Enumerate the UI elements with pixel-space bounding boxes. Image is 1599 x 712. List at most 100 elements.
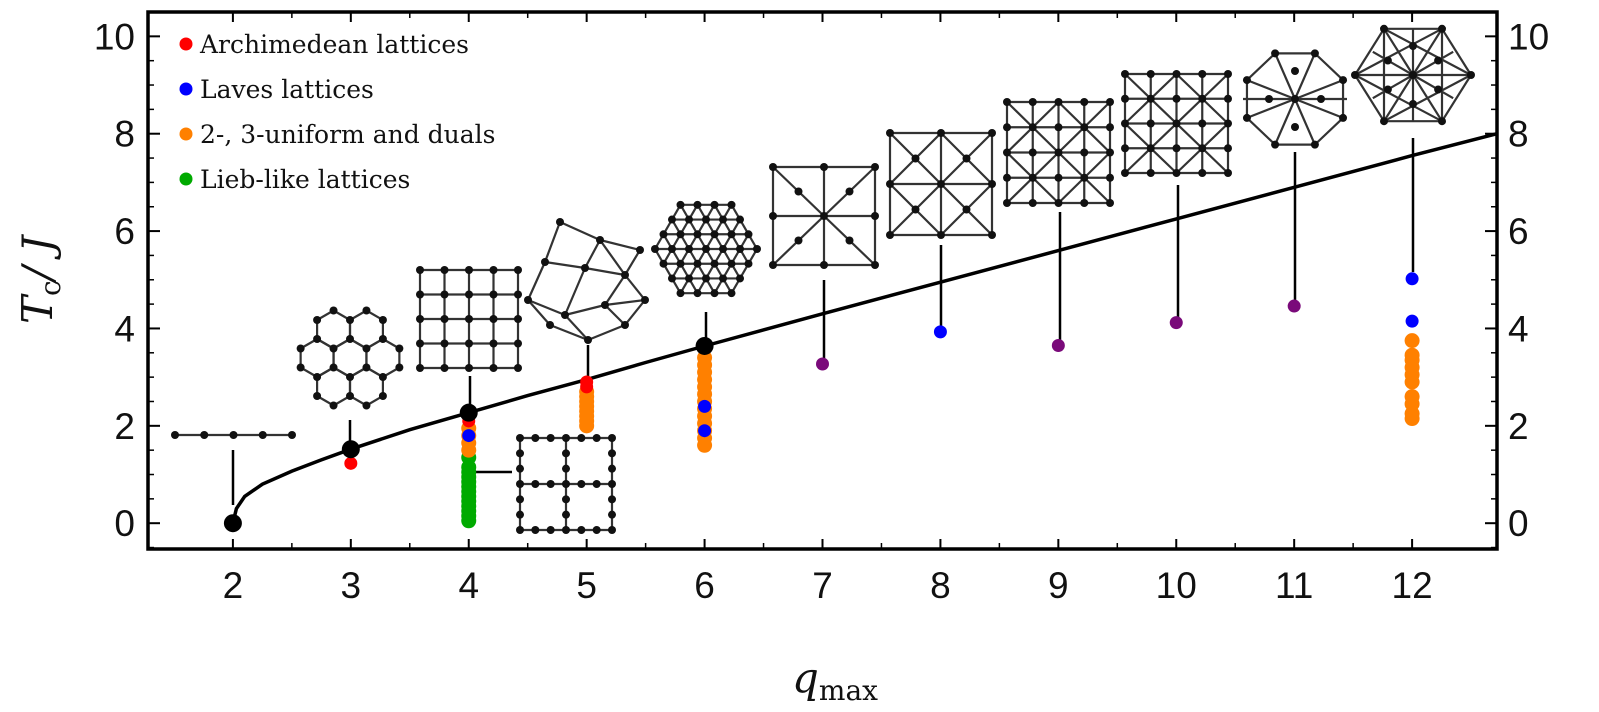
lattice-bond: [604, 274, 626, 306]
lattice-site: [1080, 148, 1089, 157]
fit-curve: [231, 132, 1498, 524]
y-tick-label-right: 6: [1508, 211, 1529, 252]
lattice-site: [378, 392, 387, 400]
lattice-site: [546, 321, 554, 329]
lattice-site: [313, 392, 322, 400]
inset-cairo: [524, 218, 649, 344]
lattice-site: [962, 205, 971, 214]
lattice-site: [1172, 169, 1181, 177]
lattice-site: [676, 200, 685, 209]
lattice-site: [288, 431, 296, 439]
lattice-site: [1106, 199, 1114, 207]
lattice-site: [769, 163, 777, 171]
inset-q12: [1351, 24, 1475, 126]
lattice-site: [577, 480, 586, 488]
lattice-site: [702, 215, 710, 224]
lattice-site: [769, 212, 777, 220]
lattice-site: [1383, 56, 1392, 65]
x-tick-label: 4: [458, 565, 479, 606]
lattice-site: [608, 495, 616, 504]
lattice-bond: [1412, 74, 1443, 122]
lattice-site: [229, 431, 238, 439]
lattice-site: [584, 336, 592, 344]
lattice-bond: [1354, 28, 1385, 76]
lattice-site: [608, 434, 616, 442]
lattice-site: [1224, 169, 1232, 177]
y-tick-label: 10: [94, 16, 135, 57]
x-tick-label: 10: [1156, 565, 1197, 606]
lattice-site: [514, 364, 522, 372]
lattice-site: [514, 339, 522, 348]
lattice-site: [1291, 123, 1299, 131]
y-tick-label-right: 8: [1508, 114, 1529, 155]
lattice-site: [1028, 148, 1037, 157]
lattice-bond: [526, 261, 547, 301]
lattice-site: [562, 495, 570, 504]
lattice-site: [601, 301, 609, 309]
lattice-site: [736, 245, 744, 253]
lattice-site: [676, 230, 685, 239]
lattice-site: [621, 321, 629, 329]
lattice-site: [416, 315, 424, 323]
lattice-bond: [1441, 28, 1472, 76]
lattice-site: [1106, 123, 1114, 132]
lattice-site: [1271, 49, 1280, 58]
lattice-site: [668, 274, 676, 283]
lattice-site: [1310, 140, 1319, 149]
lattice-site: [1028, 98, 1037, 106]
lattice-site: [296, 344, 305, 353]
lattice-site: [514, 290, 522, 299]
lattice-bond: [1293, 52, 1316, 100]
lattice-site: [1339, 76, 1348, 85]
lattice-site: [1198, 70, 1207, 78]
y-tick-label: 4: [114, 308, 135, 349]
y-tick-label: 8: [114, 114, 135, 155]
lattice-site: [1409, 100, 1417, 108]
lattice-site: [871, 163, 879, 171]
x-tick-label: 2: [223, 565, 244, 606]
lattice-site: [1438, 117, 1446, 126]
data-point-archimedean-lattices: [344, 456, 358, 470]
lattice-site: [440, 364, 449, 372]
data-point-laves-lattices: [1405, 314, 1419, 328]
lattice-site: [794, 187, 803, 196]
data-point-other: [1287, 299, 1301, 313]
lattice-site: [1054, 199, 1063, 207]
lattice-site: [1172, 144, 1181, 153]
lattice-site: [465, 339, 473, 348]
lattice-bond: [1246, 97, 1296, 119]
lattice-bond: [1412, 28, 1443, 76]
lattice-site: [1003, 148, 1011, 157]
lattice-site: [489, 266, 498, 274]
lattice-site: [988, 231, 996, 239]
x-tick-label: 11: [1275, 565, 1313, 606]
lattice-site: [561, 311, 569, 319]
lattice-site: [710, 259, 719, 268]
lattice-site: [313, 373, 322, 381]
lattice-site: [693, 230, 702, 239]
lattice-site: [1198, 144, 1207, 153]
lattice-site: [1106, 98, 1114, 106]
lattice-site: [541, 258, 549, 266]
lattice-bond: [587, 323, 626, 342]
lattice-site: [1054, 98, 1063, 106]
lattice-site: [651, 245, 659, 253]
lattice-site: [1434, 56, 1443, 65]
data-point-other: [816, 357, 829, 371]
lattice-site: [577, 434, 586, 442]
data-point-laves-lattices: [698, 399, 712, 413]
lattice-site: [592, 480, 601, 488]
data-points: [223, 272, 1420, 533]
data-point-other: [1051, 338, 1065, 352]
lattice-site: [562, 480, 570, 488]
lattice-site: [1146, 169, 1155, 177]
lattice-site: [416, 364, 424, 372]
lattice-site: [346, 373, 354, 381]
lattice-site: [845, 187, 854, 196]
lattice-site: [1146, 119, 1155, 128]
lattice-site: [719, 274, 727, 283]
lattice-site: [1028, 123, 1037, 132]
lattice-bond: [1412, 50, 1454, 76]
lattice-site: [346, 316, 354, 324]
lattice-site: [313, 335, 322, 343]
